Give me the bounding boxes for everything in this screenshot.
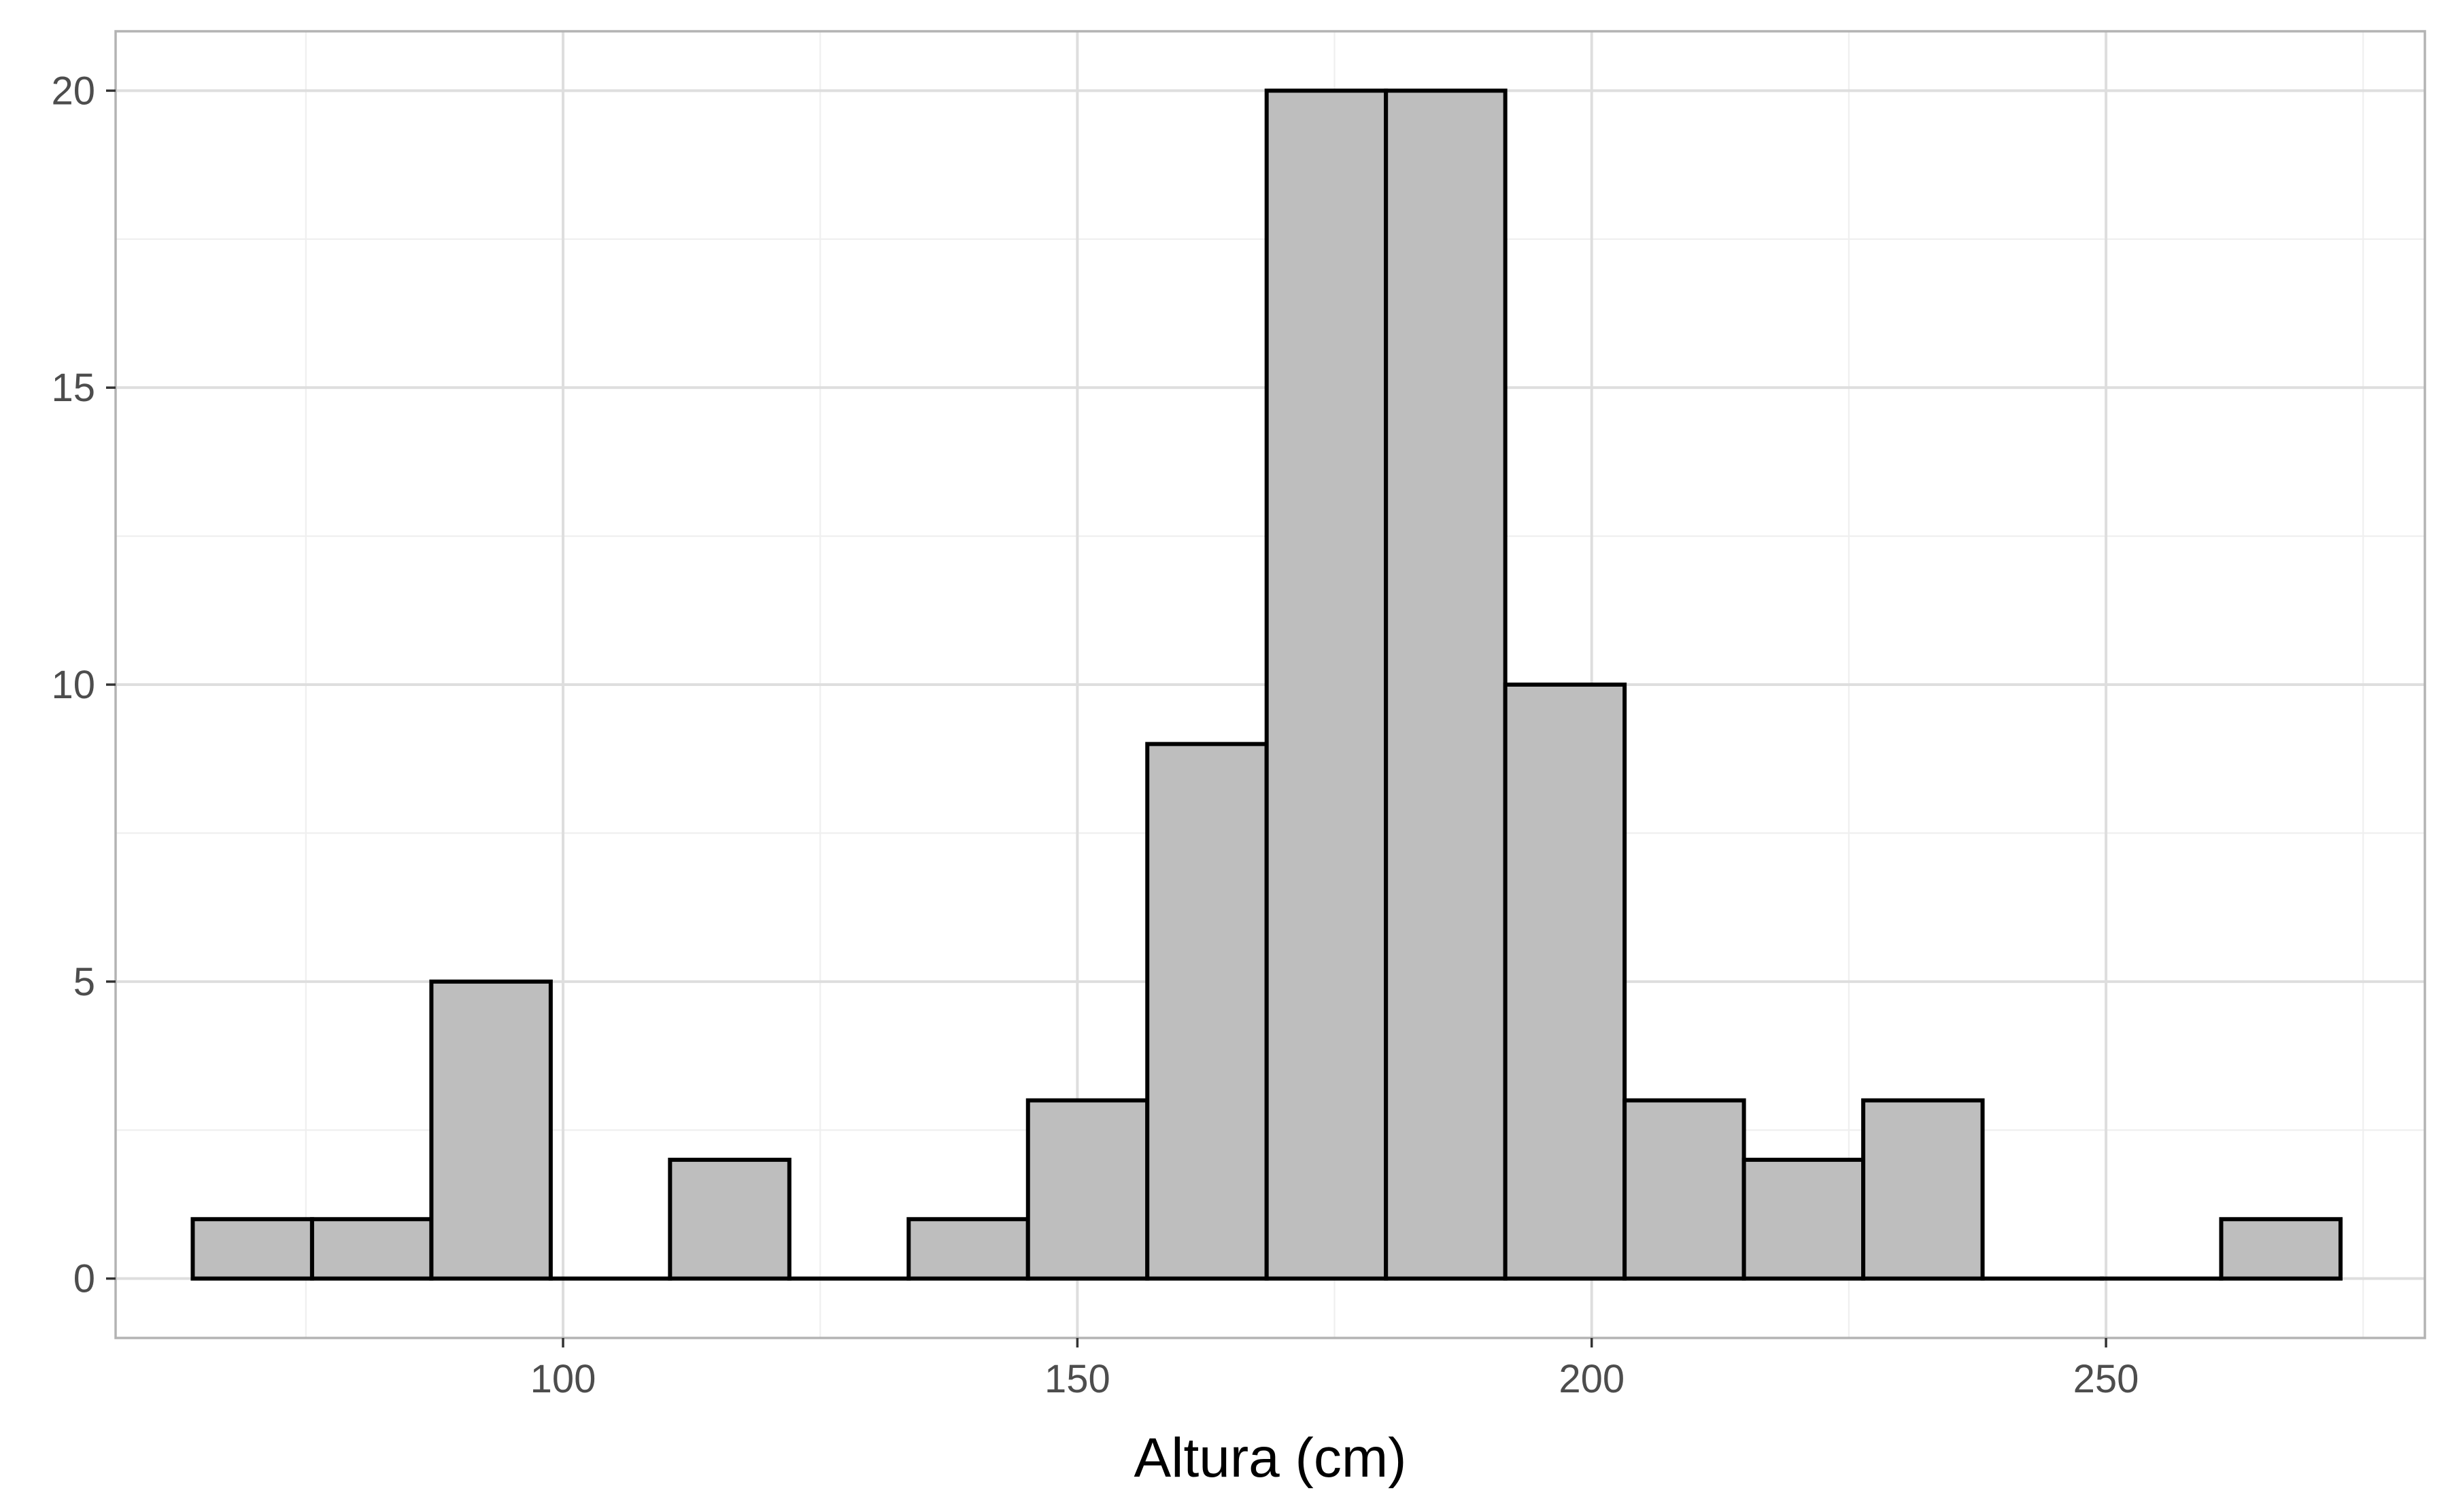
histogram-bar (190, 1217, 314, 1281)
x-tick-label: 200 (1559, 1357, 1625, 1401)
histogram-bar (906, 1217, 1030, 1281)
y-axis-tick-labels: 0 5 10 15 20 (51, 69, 95, 1301)
x-tick-label: 100 (530, 1357, 596, 1401)
histogram-bars (190, 88, 2343, 1281)
histogram-bar (1025, 1098, 1150, 1281)
histogram-bar (2219, 1217, 2343, 1281)
x-axis-tick-labels: 100 150 200 250 (530, 1357, 2139, 1401)
x-tick-label: 150 (1044, 1357, 1110, 1401)
histogram-bar (1741, 1157, 1866, 1281)
y-tick-label: 20 (51, 69, 95, 113)
histogram-bar (1861, 1098, 1985, 1281)
y-tick-label: 15 (51, 366, 95, 410)
histogram-bar (668, 1157, 792, 1281)
histogram-bar (309, 1217, 434, 1281)
histogram-bar (1622, 1098, 1746, 1281)
x-axis-ticks (562, 1338, 2107, 1347)
histogram-bar (1264, 88, 1389, 1281)
histogram-bar (429, 979, 553, 1281)
x-axis-title: Altura (cm) (1134, 1427, 1407, 1489)
histogram-bar (1145, 742, 1269, 1281)
y-tick-label: 5 (73, 960, 95, 1004)
y-tick-label: 0 (73, 1257, 95, 1301)
y-tick-label: 10 (51, 663, 95, 707)
histogram-bar (1384, 88, 1508, 1281)
y-axis-ticks (106, 89, 116, 1280)
x-tick-label: 250 (2073, 1357, 2139, 1401)
histogram-bar (1503, 683, 1627, 1281)
